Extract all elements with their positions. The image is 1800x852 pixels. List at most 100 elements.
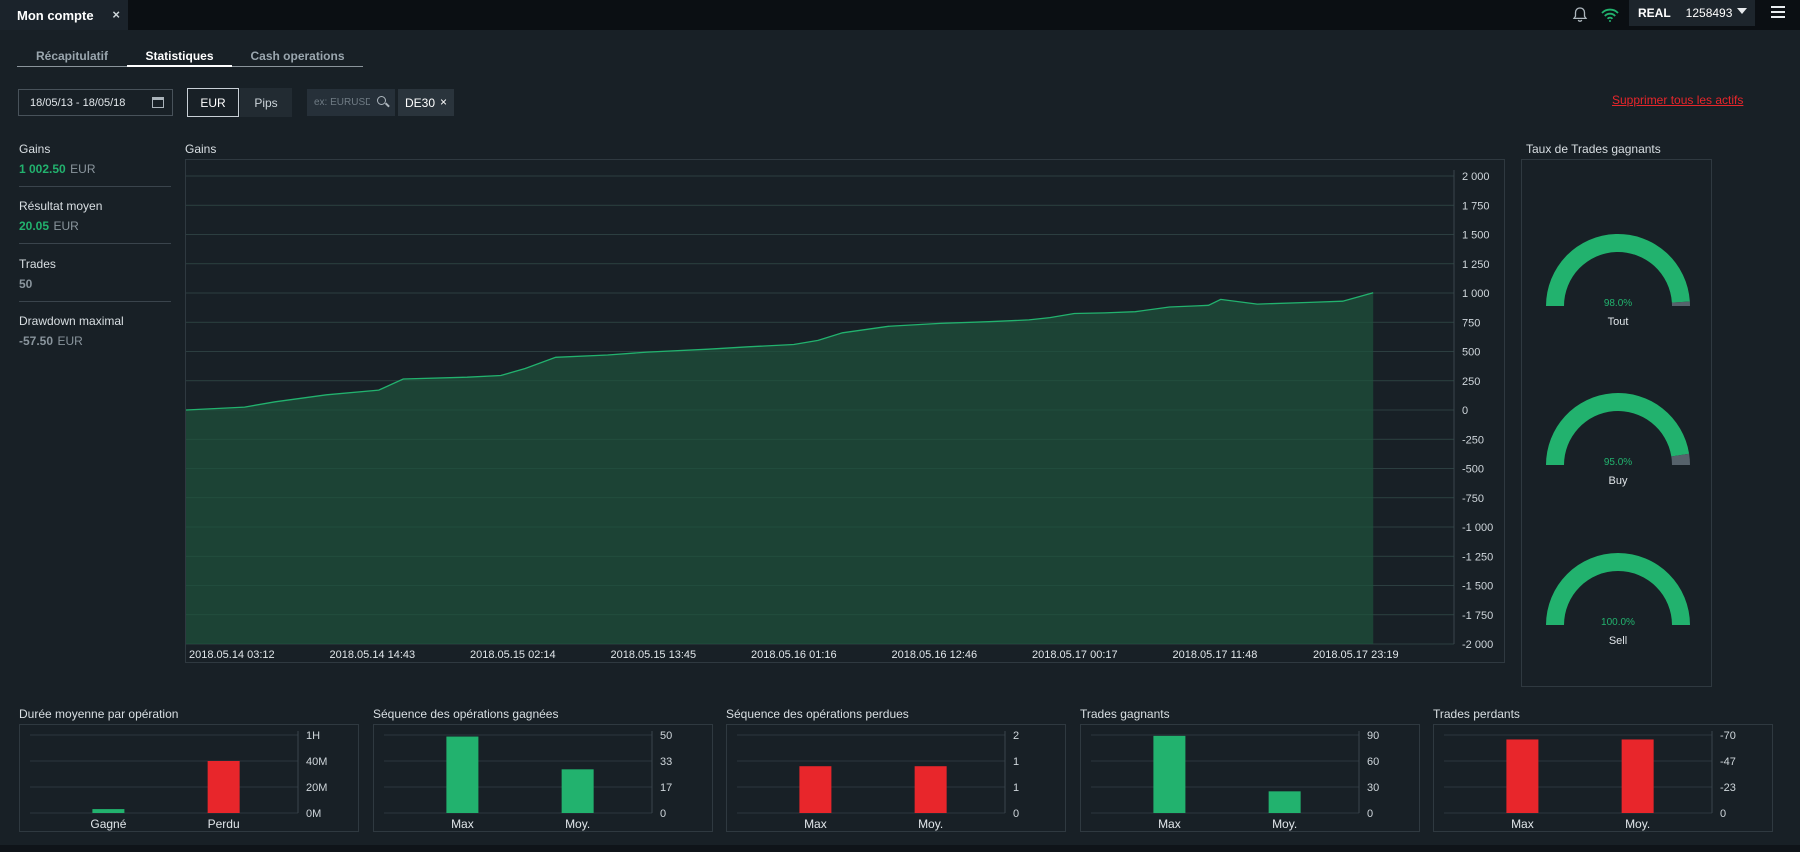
y-tick-label: 0 [1462, 405, 1468, 417]
win-rate-title: Taux de Trades gagnants [1526, 142, 1661, 156]
x-tick-label: 2018.05.17 00:17 [1032, 649, 1118, 661]
mini-chart-svg: 1H 40M 20M 0M Gagné Perdu [30, 730, 327, 831]
gains-chart-svg: 2 000 1 750 1 500 1 250 1 000 750 500 250 0 -250 -… [185, 170, 1493, 661]
delete-all-assets-link[interactable]: Supprimer tous les actifs [1612, 93, 1744, 107]
category-label: Max [1511, 817, 1534, 831]
calendar-icon[interactable] [152, 97, 164, 108]
mini-chart-title: Séquence des opérations gagnées [373, 707, 559, 721]
mini-chart-title: Trades gagnants [1080, 707, 1170, 721]
remove-asset-icon[interactable]: × [439, 95, 447, 109]
x-tick-label: 2018.05.14 03:12 [189, 649, 275, 661]
mini-chart-trades-perdants: -70 -47 -23 0 Max Moy. [1433, 724, 1773, 832]
gauge-buy: 95.0% Buy [1546, 387, 1690, 502]
mini-chart-svg: 50 33 17 0 Max Moy. [384, 730, 672, 831]
tab-cash-operations[interactable]: Cash operations [250, 49, 345, 63]
bar [914, 766, 947, 813]
tab-statistiques[interactable]: Statistiques [127, 43, 232, 67]
y-tick-label: 90 [1367, 730, 1379, 742]
currency-eur-button[interactable]: EUR [187, 88, 239, 117]
menu-icon[interactable] [1771, 6, 1785, 21]
gains-line [185, 292, 1374, 411]
category-label: Gagné [90, 817, 126, 831]
mini-chart-svg: -70 -47 -23 0 Max Moy. [1444, 730, 1736, 831]
window-tab[interactable]: Mon compte × [0, 0, 128, 30]
y-tick-label: -500 [1462, 464, 1484, 476]
mini-chart-svg: 2 1 1 0 Max Moy. [737, 730, 1019, 831]
stat-value: 50 [19, 277, 33, 291]
mini-chart-svg: 90 60 30 0 Max Moy. [1091, 730, 1379, 831]
date-range-value: 18/05/13 - 18/05/18 [30, 96, 126, 109]
x-tick-label: 2018.05.14 14:43 [330, 649, 416, 661]
stat-label: Gains [19, 142, 51, 156]
tab-recapitulatif[interactable]: Récapitulatif [35, 49, 108, 63]
mini-chart-title: Trades perdants [1433, 707, 1520, 721]
gauge-arc [1546, 234, 1690, 306]
currency-pips-button[interactable]: Pips [240, 88, 292, 117]
stat-value: -57.50 [19, 334, 54, 348]
close-icon[interactable]: × [112, 7, 120, 22]
gains-chart-title: Gains [185, 142, 217, 156]
mini-chart-duree: 1H 40M 20M 0M Gagné Perdu [19, 724, 359, 832]
gauge-label: Sell [1608, 635, 1628, 647]
stat-gains: Gains 1 002.50 EUR [19, 142, 171, 187]
y-tick-label: 1 250 [1462, 259, 1490, 271]
gauge-sell: 100.0% Sell [1546, 547, 1690, 662]
y-tick-label: 20M [306, 782, 327, 794]
y-tick-label: 2 000 [1462, 171, 1490, 183]
stat-unit: EUR [57, 334, 83, 348]
category-label: Moy. [918, 817, 943, 831]
y-tick-label: 1 500 [1462, 230, 1490, 242]
account-number: 1258493 [1685, 6, 1733, 20]
y-tick-label: -1 250 [1462, 551, 1493, 563]
bell-icon[interactable] [1572, 0, 1588, 30]
asset-search-input[interactable] [314, 97, 370, 108]
stat-unit: EUR [53, 219, 79, 233]
stat-label: Résultat moyen [19, 199, 103, 213]
gauge-percent: 95.0% [1603, 457, 1633, 468]
mini-chart-title: Durée moyenne par opération [19, 707, 179, 721]
x-tick-label: 2018.05.17 11:48 [1173, 649, 1258, 661]
stat-label: Trades [19, 257, 56, 271]
account-type: REAL [1638, 6, 1671, 20]
y-tick-label: 1 [1013, 756, 1019, 768]
x-tick-label: 2018.05.17 23:19 [1313, 649, 1399, 661]
gauge-arc [1546, 553, 1690, 625]
y-tick-label: 33 [660, 756, 672, 768]
search-icon[interactable] [377, 96, 386, 105]
y-tick-label: 50 [660, 730, 672, 742]
y-tick-label: -1 000 [1462, 522, 1493, 534]
gauge-fill [1546, 553, 1690, 625]
x-tick-label: 2018.05.16 12:46 [892, 649, 978, 661]
y-tick-label: 1 [1013, 782, 1019, 794]
bar [799, 766, 832, 813]
y-tick-label: 500 [1462, 347, 1480, 359]
mini-chart-seq-gagnees: 50 33 17 0 Max Moy. [373, 724, 713, 832]
bar [1621, 739, 1654, 813]
gauge-tout: 98.0% Tout [1546, 228, 1690, 343]
y-tick-label: 1H [306, 730, 320, 742]
account-selector[interactable]: REAL 1258493 [1629, 0, 1755, 26]
mini-chart-seq-perdues: 2 1 1 0 Max Moy. [726, 724, 1066, 832]
y-tick-label: -2 000 [1462, 639, 1493, 651]
y-tick-label: 1 000 [1462, 288, 1490, 300]
y-tick-label: -1 750 [1462, 610, 1493, 622]
chevron-down-icon[interactable] [1737, 8, 1747, 14]
gauge-label: Buy [1608, 475, 1628, 487]
y-tick-label: -250 [1462, 434, 1484, 446]
bar [207, 761, 240, 813]
wifi-icon [1601, 0, 1619, 30]
asset-chip[interactable]: DE30 × [398, 89, 454, 116]
asset-search[interactable] [307, 89, 395, 116]
gauge-remainder [1671, 301, 1690, 306]
gauge-fill [1546, 234, 1690, 306]
window-tab-title: Mon compte [17, 7, 94, 23]
stat-trades: Trades 50 [19, 257, 171, 302]
y-tick-label: 250 [1462, 376, 1480, 388]
win-rate-panel: 98.0% Tout 95.0% Buy 100.0% Sell [1521, 159, 1712, 687]
gauge-percent: 100.0% [1601, 617, 1635, 628]
category-label: Moy. [1272, 817, 1297, 831]
category-label: Moy. [1625, 817, 1650, 831]
stat-value: 20.05 [19, 219, 50, 233]
date-range-picker[interactable]: 18/05/13 - 18/05/18 [18, 89, 173, 116]
bar [446, 736, 479, 813]
